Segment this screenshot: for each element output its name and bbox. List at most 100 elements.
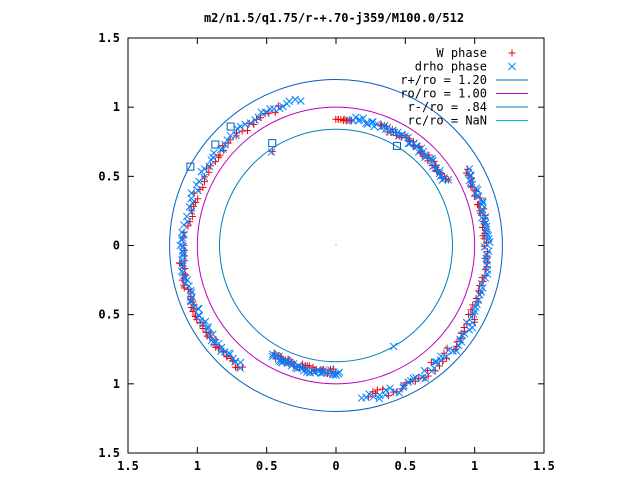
drho-phase-point — [207, 156, 216, 164]
drho-phase-point — [226, 131, 235, 140]
legend-label: ro/ro = 1.00 — [400, 87, 487, 101]
legend-label: r+/ro = 1.20 — [400, 73, 487, 87]
w-phase-point — [463, 320, 471, 328]
drho-phase-point — [478, 198, 487, 207]
drho-phase-point — [428, 162, 437, 171]
drho-phase-point — [432, 357, 441, 366]
drho-phase-point — [181, 279, 189, 288]
ticks-layer: 1.5 1 0.5 0 0.5 1 1.51.510.500.511.5 — [98, 31, 555, 473]
drho-phase-point — [481, 274, 490, 282]
drho-phase-point — [477, 288, 486, 296]
drho-phase-point — [430, 364, 439, 373]
legend-entry-0: W phase — [436, 46, 516, 60]
drho-phase-point — [400, 381, 408, 390]
drho-phase-point — [417, 144, 426, 153]
w-phase-point — [201, 178, 209, 186]
drho-phase-point — [189, 303, 198, 311]
drho-phase-point — [477, 208, 486, 217]
w-phase-point — [424, 366, 432, 374]
w-phase-point — [232, 363, 240, 371]
drho-phase-point — [195, 311, 203, 319]
w-phase-point — [305, 362, 313, 370]
w-phase-point — [184, 222, 192, 230]
drho-phase-point — [195, 312, 203, 320]
reference-circle-3 — [196, 106, 476, 385]
drho-phase-point — [267, 148, 276, 156]
w-phase-point — [243, 127, 251, 135]
x-tick-label: 0.5 — [394, 459, 416, 473]
drho-phase-point — [452, 347, 461, 355]
x-tick-label: 1 — [194, 459, 201, 473]
x-tick-label: 1.5 — [117, 459, 139, 473]
y-tick-label: 0 — [113, 239, 120, 253]
x-tick-label: 0 — [332, 459, 339, 473]
drho-phase-point — [418, 373, 427, 382]
drho-phase-point — [176, 241, 185, 250]
legend-marker — [508, 62, 516, 71]
drho-phase-point — [465, 165, 474, 173]
drho-phase-point — [484, 234, 493, 243]
square-marker — [186, 162, 195, 171]
x-tick-label: 1.5 — [533, 459, 555, 473]
drho-phase-point — [178, 262, 187, 271]
legend-label: drho phase — [415, 60, 487, 74]
drho-phase-point — [291, 95, 300, 104]
square-marker — [393, 141, 402, 150]
x-tick-label: 1 — [471, 459, 478, 473]
w-phase-point — [435, 362, 443, 370]
legend-marker — [508, 49, 516, 57]
drho-phase-point — [474, 296, 483, 305]
drho-phase-point — [318, 368, 327, 377]
drho-phase-point — [188, 198, 197, 207]
drho-phase-point — [457, 337, 466, 346]
drho-phase-point — [296, 97, 305, 105]
drho-phase-point — [335, 368, 344, 377]
drho-phase-point — [178, 234, 187, 243]
drho-phase-point — [444, 175, 453, 184]
drho-phase-point — [251, 116, 260, 124]
drho-phase-point — [322, 368, 331, 377]
drho-phase-point — [436, 166, 444, 175]
drho-phase-point — [194, 305, 203, 313]
drho-phase-point — [478, 200, 486, 209]
drho-phase-point — [362, 119, 370, 128]
drho-phase-point — [363, 120, 372, 128]
drho-phase-point — [197, 167, 206, 176]
square-marker — [211, 140, 220, 149]
drho-phase-point — [428, 154, 436, 163]
drho-phase-point — [373, 120, 382, 128]
w-phase-point — [469, 301, 477, 309]
y-tick-label: 0.5 — [98, 308, 120, 322]
drho-phase-point — [386, 384, 394, 393]
w-phase-point — [199, 324, 207, 332]
y-tick-label: 1 — [113, 377, 120, 391]
drho-phase-point — [200, 173, 208, 182]
drho-phase-point — [186, 296, 195, 305]
drho-phase-point — [382, 386, 390, 395]
drho-phase-point — [414, 148, 423, 156]
drho-phase-point — [431, 358, 439, 366]
squares-layer — [186, 122, 402, 171]
drho-phase-point — [365, 390, 374, 398]
drho-phase-point — [369, 118, 377, 126]
drho-phase-point — [404, 139, 413, 148]
drho-phase-point — [472, 184, 481, 193]
drho-phase-point — [187, 194, 196, 203]
drho-phase-point — [454, 341, 463, 350]
drho-phase-point — [183, 276, 192, 284]
drho-phase-point — [179, 259, 187, 268]
legend-entry-4: r-/ro = .84 — [408, 100, 528, 114]
square-marker — [226, 122, 235, 131]
drho-phase-point — [482, 222, 491, 231]
drho-phase-point — [404, 378, 413, 387]
reference-circle-2 — [169, 79, 503, 412]
drho-phase-point — [266, 105, 274, 113]
drho-phase-point — [331, 370, 340, 379]
drho-phase-point — [393, 128, 402, 137]
y-tick-label: 1 — [113, 100, 120, 114]
drho-phase-point — [385, 128, 394, 136]
legend-label: r-/ro = .84 — [408, 100, 487, 114]
drho-phase-point — [179, 251, 187, 260]
w-phase-point — [411, 377, 419, 385]
